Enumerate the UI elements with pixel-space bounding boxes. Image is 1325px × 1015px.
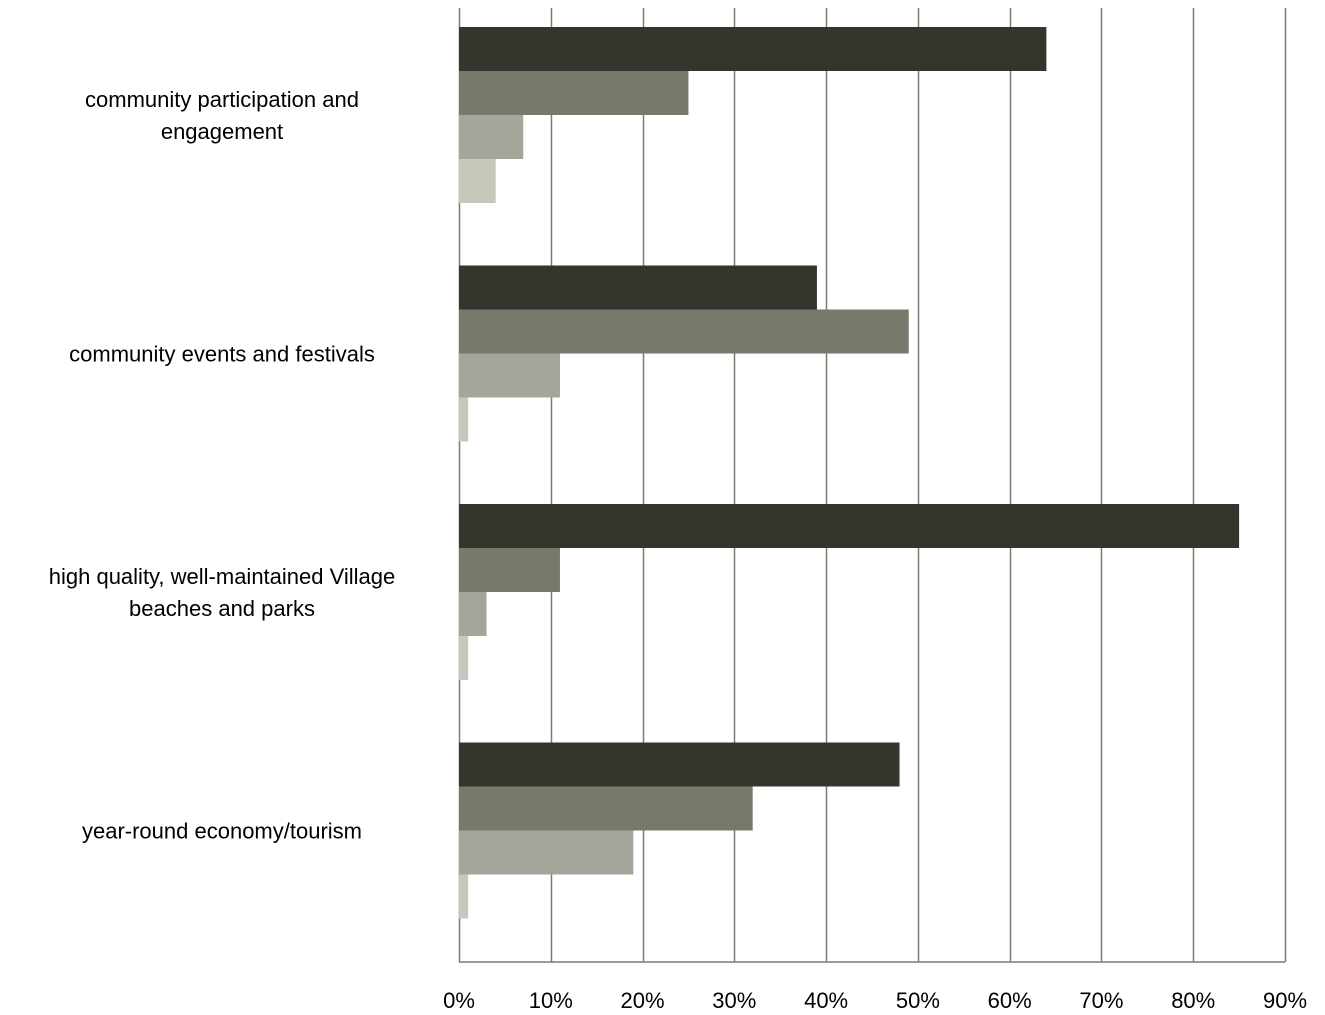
x-tick-label: 60% [988,988,1032,1013]
bar-cat1-series4 [459,159,496,203]
bar-cat3-series4 [459,636,469,680]
category-label-line: community participation and [85,87,359,112]
bar-cat3-series1 [459,504,1240,548]
bar-cat4-series1 [459,742,900,787]
category-label: high quality, well-maintained Village bea… [49,564,396,621]
bar-cat4-series2 [459,786,753,831]
bar-cat3-series3 [459,592,487,636]
bar-cat4-series3 [459,830,634,875]
x-tick-label: 70% [1079,988,1123,1013]
category-label-line: year-round economy/tourism [82,819,362,844]
x-tick-label: 90% [1263,988,1307,1013]
x-axis-tick-labels: 0% 10% 20% 30% 40% 50% 60% 70% 80% 90% [443,988,1307,1013]
category-label-line: community events and festivals [69,342,375,367]
category-label: community participation and engagement [85,87,359,144]
category-label-line: high quality, well-maintained Village [49,564,396,589]
x-tick-label: 20% [621,988,665,1013]
bars [459,27,1240,919]
category-label-line: beaches and parks [129,596,315,621]
category-labels: community participation and engagementcom… [49,87,396,844]
x-tick-label: 50% [896,988,940,1013]
bar-cat2-series4 [459,397,469,442]
bar-cat1-series2 [459,71,689,115]
x-tick-label: 0% [443,988,475,1013]
category-label-line: engagement [161,119,283,144]
x-tick-label: 80% [1171,988,1215,1013]
bar-cat2-series1 [459,265,817,310]
category-label: community events and festivals [69,342,375,367]
bar-cat2-series2 [459,309,909,354]
bar-cat3-series2 [459,548,560,592]
bar-cat1-series1 [459,27,1047,71]
bar-cat2-series3 [459,353,560,398]
x-tick-label: 10% [529,988,573,1013]
gridlines [458,8,1287,963]
x-tick-label: 30% [712,988,756,1013]
bar-cat4-series4 [459,874,469,919]
category-label: year-round economy/tourism [82,819,362,844]
x-tick-label: 40% [804,988,848,1013]
bar-cat1-series3 [459,115,524,159]
